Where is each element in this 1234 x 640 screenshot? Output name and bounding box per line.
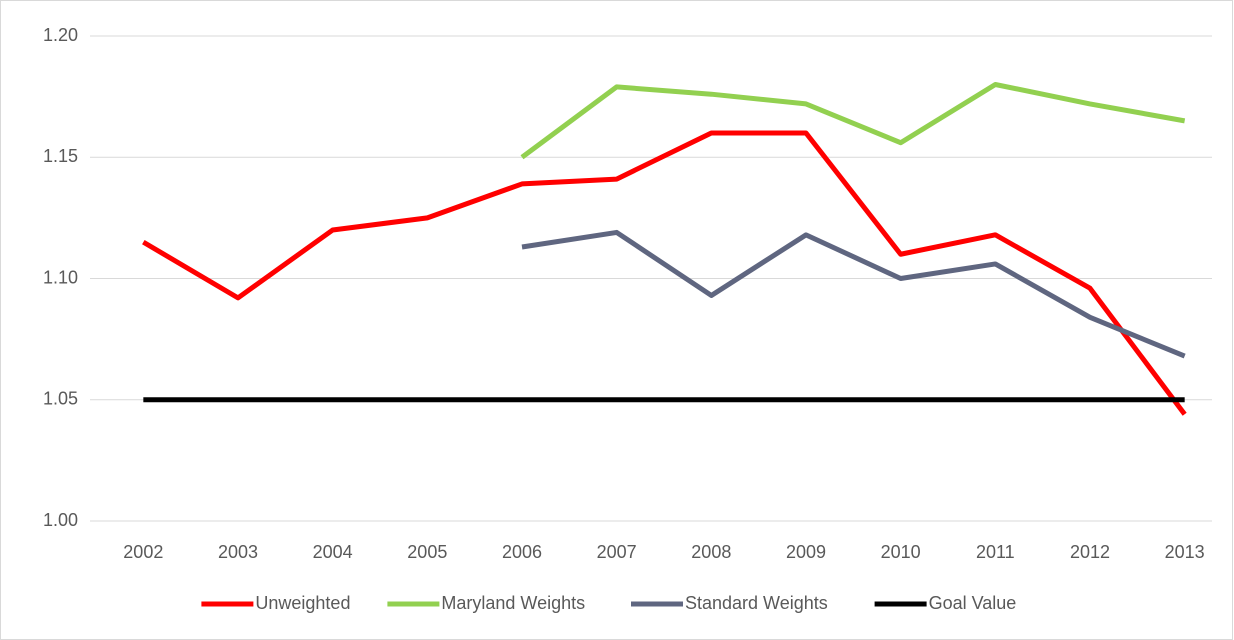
x-tick-label: 2009 bbox=[786, 542, 826, 562]
series-line bbox=[142, 130, 1187, 416]
legend-label: Maryland Weights bbox=[441, 593, 585, 613]
y-tick-label: 1.15 bbox=[43, 146, 78, 166]
y-tick-label: 1.00 bbox=[43, 510, 78, 530]
x-tick-label: 2010 bbox=[881, 542, 921, 562]
x-tick-label: 2011 bbox=[976, 542, 1015, 562]
series-line bbox=[520, 82, 1186, 160]
legend-label: Unweighted bbox=[255, 593, 350, 613]
series-line bbox=[521, 229, 1186, 359]
y-tick-label: 1.10 bbox=[43, 267, 78, 287]
x-tick-label: 2002 bbox=[123, 542, 163, 562]
x-tick-label: 2003 bbox=[218, 542, 258, 562]
x-tick-label: 2008 bbox=[691, 542, 731, 562]
legend-label: Standard Weights bbox=[685, 593, 828, 613]
x-tick-label: 2013 bbox=[1165, 542, 1205, 562]
x-tick-label: 2006 bbox=[502, 542, 542, 562]
legend-label: Goal Value bbox=[929, 593, 1017, 613]
y-tick-label: 1.05 bbox=[43, 389, 78, 409]
x-tick-label: 2007 bbox=[597, 542, 637, 562]
y-tick-label: 1.20 bbox=[43, 25, 78, 45]
x-tick-label: 2004 bbox=[313, 542, 353, 562]
x-tick-label: 2012 bbox=[1070, 542, 1110, 562]
x-tick-label: 2005 bbox=[407, 542, 447, 562]
